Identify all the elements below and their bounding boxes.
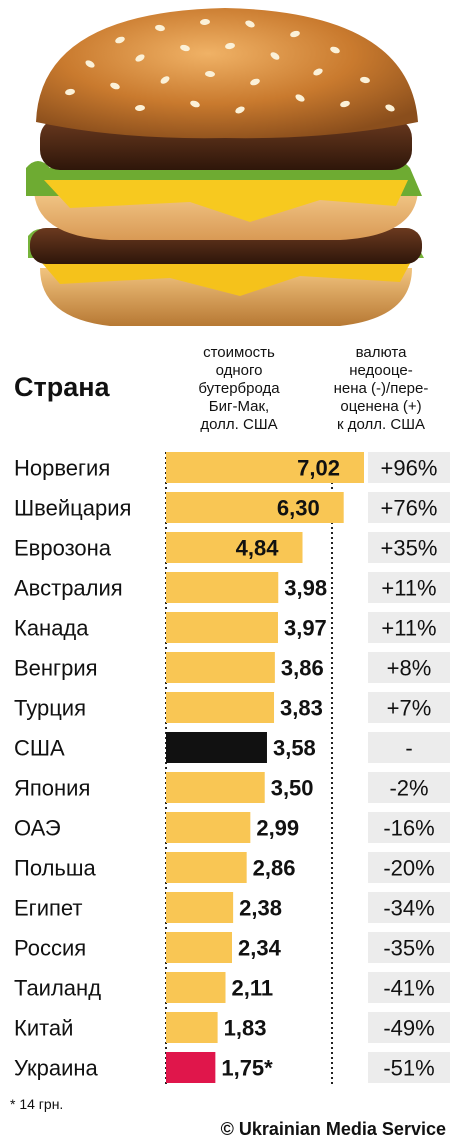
country-label: Япония <box>14 776 90 801</box>
bar <box>166 732 267 763</box>
value-label: 3,97 <box>284 616 327 641</box>
valuation-cell <box>368 572 450 603</box>
bar <box>166 492 344 523</box>
value-label: 3,58 <box>273 736 316 761</box>
value-label: 2,99 <box>256 816 299 841</box>
country-label: Польша <box>14 856 97 881</box>
valuation-cell <box>368 612 450 643</box>
value-label: 1,83 <box>224 1016 267 1041</box>
bar <box>166 852 247 883</box>
valuation-label: +96% <box>381 456 438 481</box>
bar <box>166 812 251 843</box>
valuation-label: +11% <box>381 576 436 601</box>
bar <box>166 1012 218 1043</box>
country-label: Венгрия <box>14 656 98 681</box>
bar <box>166 452 364 483</box>
country-label: Австралия <box>14 576 123 601</box>
valuation-label: - <box>405 736 412 761</box>
value-label: 3,83 <box>280 696 323 721</box>
bar <box>166 692 275 723</box>
valuation-label: +11% <box>381 616 436 641</box>
value-label: 3,86 <box>281 656 324 681</box>
bar <box>166 972 226 1003</box>
valuation-cell <box>368 1052 450 1083</box>
country-label: Китай <box>14 1016 73 1041</box>
bar <box>166 772 265 803</box>
big-mac-price-chart: 7,02 Норвегия +96% 6,30 Швейцария +76% 4,84 Евр… <box>14 452 450 1084</box>
valuation-cell <box>368 1012 450 1043</box>
credit: © Ukrainian Media Service <box>220 1119 446 1139</box>
value-label: 3,98 <box>284 576 327 601</box>
bar <box>166 932 232 963</box>
valuation-label: +7% <box>387 696 432 721</box>
valuation-cell <box>368 772 450 803</box>
valuation-cell <box>368 892 450 923</box>
country-label: Таиланд <box>14 976 101 1001</box>
valuation-cell <box>368 652 450 683</box>
footnote: * 14 грн. <box>10 1096 64 1112</box>
valuation-label: -16% <box>383 816 434 841</box>
valuation-label: -35% <box>383 936 434 961</box>
valuation-column-header: валюта недооце- нена (-)/пере- оценена (… <box>333 344 429 433</box>
value-label: 4,84 <box>236 536 280 561</box>
valuation-label: -20% <box>383 856 434 881</box>
country-label: Турция <box>14 696 86 721</box>
value-label: 2,11 <box>232 976 274 1001</box>
valuation-cell <box>368 852 450 883</box>
big-mac-burger-image <box>26 8 424 326</box>
valuation-label: -2% <box>389 776 428 801</box>
valuation-cell <box>368 972 450 1003</box>
valuation-cell <box>368 732 450 763</box>
value-label: 2,34 <box>238 936 282 961</box>
country-label: Украина <box>14 1056 99 1081</box>
bar <box>166 532 303 563</box>
bar <box>166 612 278 643</box>
price-column-header: стоимость одного бутерброда Биг-Мак, дол… <box>198 344 280 433</box>
country-label: Швейцария <box>14 496 131 521</box>
country-label: Норвегия <box>14 456 110 481</box>
valuation-label: -41% <box>383 976 434 1001</box>
valuation-label: -49% <box>383 1016 434 1041</box>
valuation-label: -51% <box>383 1056 434 1081</box>
country-label: ОАЭ <box>14 816 61 841</box>
value-label: 2,86 <box>253 856 296 881</box>
valuation-label: +35% <box>381 536 438 561</box>
value-label: 6,30 <box>277 496 320 521</box>
valuation-cell <box>368 692 450 723</box>
bar <box>166 652 275 683</box>
valuation-cell <box>368 452 450 483</box>
valuation-label: +76% <box>381 496 438 521</box>
country-label: Египет <box>14 896 82 921</box>
value-label: 2,38 <box>239 896 282 921</box>
value-label: 7,02 <box>297 456 340 481</box>
valuation-cell <box>368 492 450 523</box>
country-label: Еврозона <box>14 536 112 561</box>
valuation-cell <box>368 812 450 843</box>
bar <box>166 892 234 923</box>
country-label: Канада <box>14 616 89 641</box>
country-label: США <box>14 736 65 761</box>
value-label: 1,75* <box>221 1056 273 1081</box>
valuation-cell <box>368 532 450 563</box>
value-label: 3,50 <box>271 776 314 801</box>
valuation-cell <box>368 932 450 963</box>
bar <box>166 1052 216 1083</box>
valuation-label: -34% <box>383 896 434 921</box>
country-column-header: Страна <box>14 372 110 402</box>
bar <box>166 572 279 603</box>
country-label: Россия <box>14 936 86 961</box>
valuation-label: +8% <box>387 656 432 681</box>
